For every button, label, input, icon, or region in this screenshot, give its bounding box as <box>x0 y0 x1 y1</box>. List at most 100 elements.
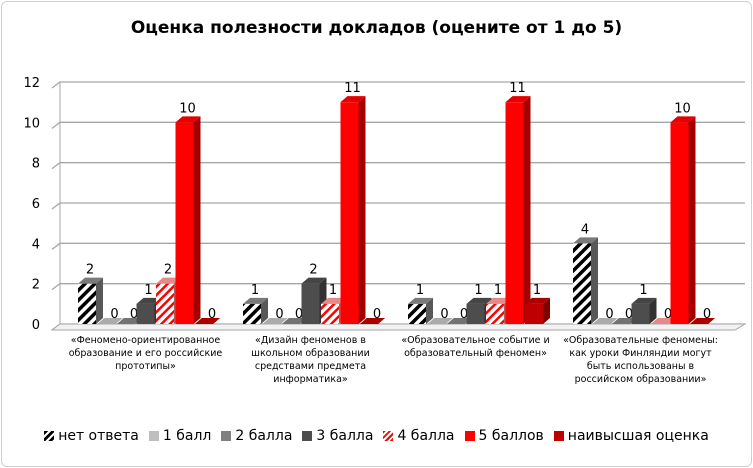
legend-swatch <box>553 431 564 441</box>
bar-top <box>340 96 366 103</box>
bar <box>525 303 543 324</box>
bar-side <box>688 116 696 324</box>
data-label: 2 <box>86 263 94 278</box>
bar-top <box>486 297 511 304</box>
bar-side <box>96 277 103 324</box>
bar <box>175 122 194 324</box>
bar-top <box>612 318 637 324</box>
bar-top <box>592 318 618 324</box>
y-tick-label: 12 <box>23 76 40 91</box>
gridline <box>51 202 745 210</box>
data-label: 0 <box>460 307 468 322</box>
y-tick-label: 4 <box>32 237 40 252</box>
bar-top <box>301 277 327 284</box>
data-label: 11 <box>344 81 361 96</box>
bar-top <box>136 297 162 304</box>
y-tick-label: 0 <box>32 318 40 333</box>
bar-top <box>447 318 472 324</box>
legend-item: 1 балл <box>148 428 212 444</box>
legend-swatch <box>44 431 55 441</box>
bar-top <box>321 297 346 304</box>
bar-top <box>243 297 268 304</box>
bar <box>156 283 174 324</box>
bar <box>670 122 689 324</box>
x-category-label: «Образовательное событие и образовательн… <box>401 335 550 359</box>
data-label: 0 <box>373 307 381 322</box>
bar <box>505 102 524 325</box>
gridline <box>51 242 745 250</box>
bar <box>243 303 261 324</box>
bar-top <box>175 116 201 123</box>
legend-swatch <box>383 431 394 441</box>
bar-side <box>358 96 366 325</box>
legend-label: нет ответа <box>58 428 139 444</box>
data-label: 1 <box>639 283 647 298</box>
legend-swatch <box>148 431 159 441</box>
bar-side <box>591 237 598 324</box>
chart-title: Оценка полезности докладов (оцените от 1… <box>130 18 623 38</box>
bar-top <box>670 116 696 123</box>
bar <box>301 283 320 324</box>
bar-top <box>262 318 288 324</box>
bar <box>408 303 426 324</box>
bar-top <box>573 237 598 244</box>
legend-label: наивысшая оценка <box>567 428 709 444</box>
legend-item: нет ответа <box>44 428 139 444</box>
data-label: 2 <box>164 263 172 278</box>
bar-top <box>78 277 103 284</box>
bar-top <box>525 297 550 304</box>
bar-side <box>193 116 201 324</box>
gridline <box>51 121 745 129</box>
bar-top <box>360 318 385 324</box>
x-category-label: «Дизайн феноменов в школьном образовании… <box>251 335 370 385</box>
legend-swatch <box>302 431 313 441</box>
bar-top <box>690 318 715 324</box>
bar-side <box>261 297 268 324</box>
gridline <box>51 81 745 89</box>
legend-item: 4 балла <box>383 428 455 444</box>
bar-side <box>543 297 550 324</box>
bar-top <box>117 318 142 324</box>
data-label: 1 <box>494 283 502 298</box>
data-label: 0 <box>295 307 303 322</box>
legend-label: 4 балла <box>397 428 455 444</box>
bar-top <box>505 96 531 103</box>
gridline <box>51 162 745 170</box>
bar-top <box>408 297 433 304</box>
bar <box>78 283 96 324</box>
bar-side <box>523 96 531 325</box>
legend-item: наивысшая оценка <box>553 428 709 444</box>
data-label: 4 <box>581 222 589 237</box>
bar <box>573 243 591 324</box>
data-label: 11 <box>509 81 526 96</box>
legend-swatch <box>464 431 475 441</box>
bar-top <box>631 297 657 304</box>
legend-item: 3 балла <box>302 428 373 444</box>
bar <box>136 303 155 324</box>
data-label: 0 <box>605 307 613 322</box>
data-label: 1 <box>474 283 482 298</box>
data-label: 2 <box>309 263 317 278</box>
y-tick-label: 10 <box>23 116 40 131</box>
data-label: 0 <box>703 307 711 322</box>
legend-label: 1 балл <box>162 428 212 444</box>
data-label: 1 <box>329 283 337 298</box>
bar-top <box>195 318 220 324</box>
data-label: 1 <box>416 283 424 298</box>
bar <box>486 303 504 324</box>
data-label: 10 <box>674 101 691 116</box>
y-tick-label: 6 <box>32 197 40 212</box>
bar-side <box>426 297 433 324</box>
bar <box>321 303 339 324</box>
bar-top <box>651 318 676 324</box>
legend-swatch <box>221 431 232 441</box>
data-label: 0 <box>130 307 138 322</box>
data-label: 0 <box>440 307 448 322</box>
bar <box>631 303 650 324</box>
data-label: 10 <box>179 101 196 116</box>
bar-top <box>97 318 123 324</box>
y-tick-label: 8 <box>32 157 40 172</box>
data-label: 1 <box>533 283 541 298</box>
legend-label: 2 балла <box>235 428 293 444</box>
